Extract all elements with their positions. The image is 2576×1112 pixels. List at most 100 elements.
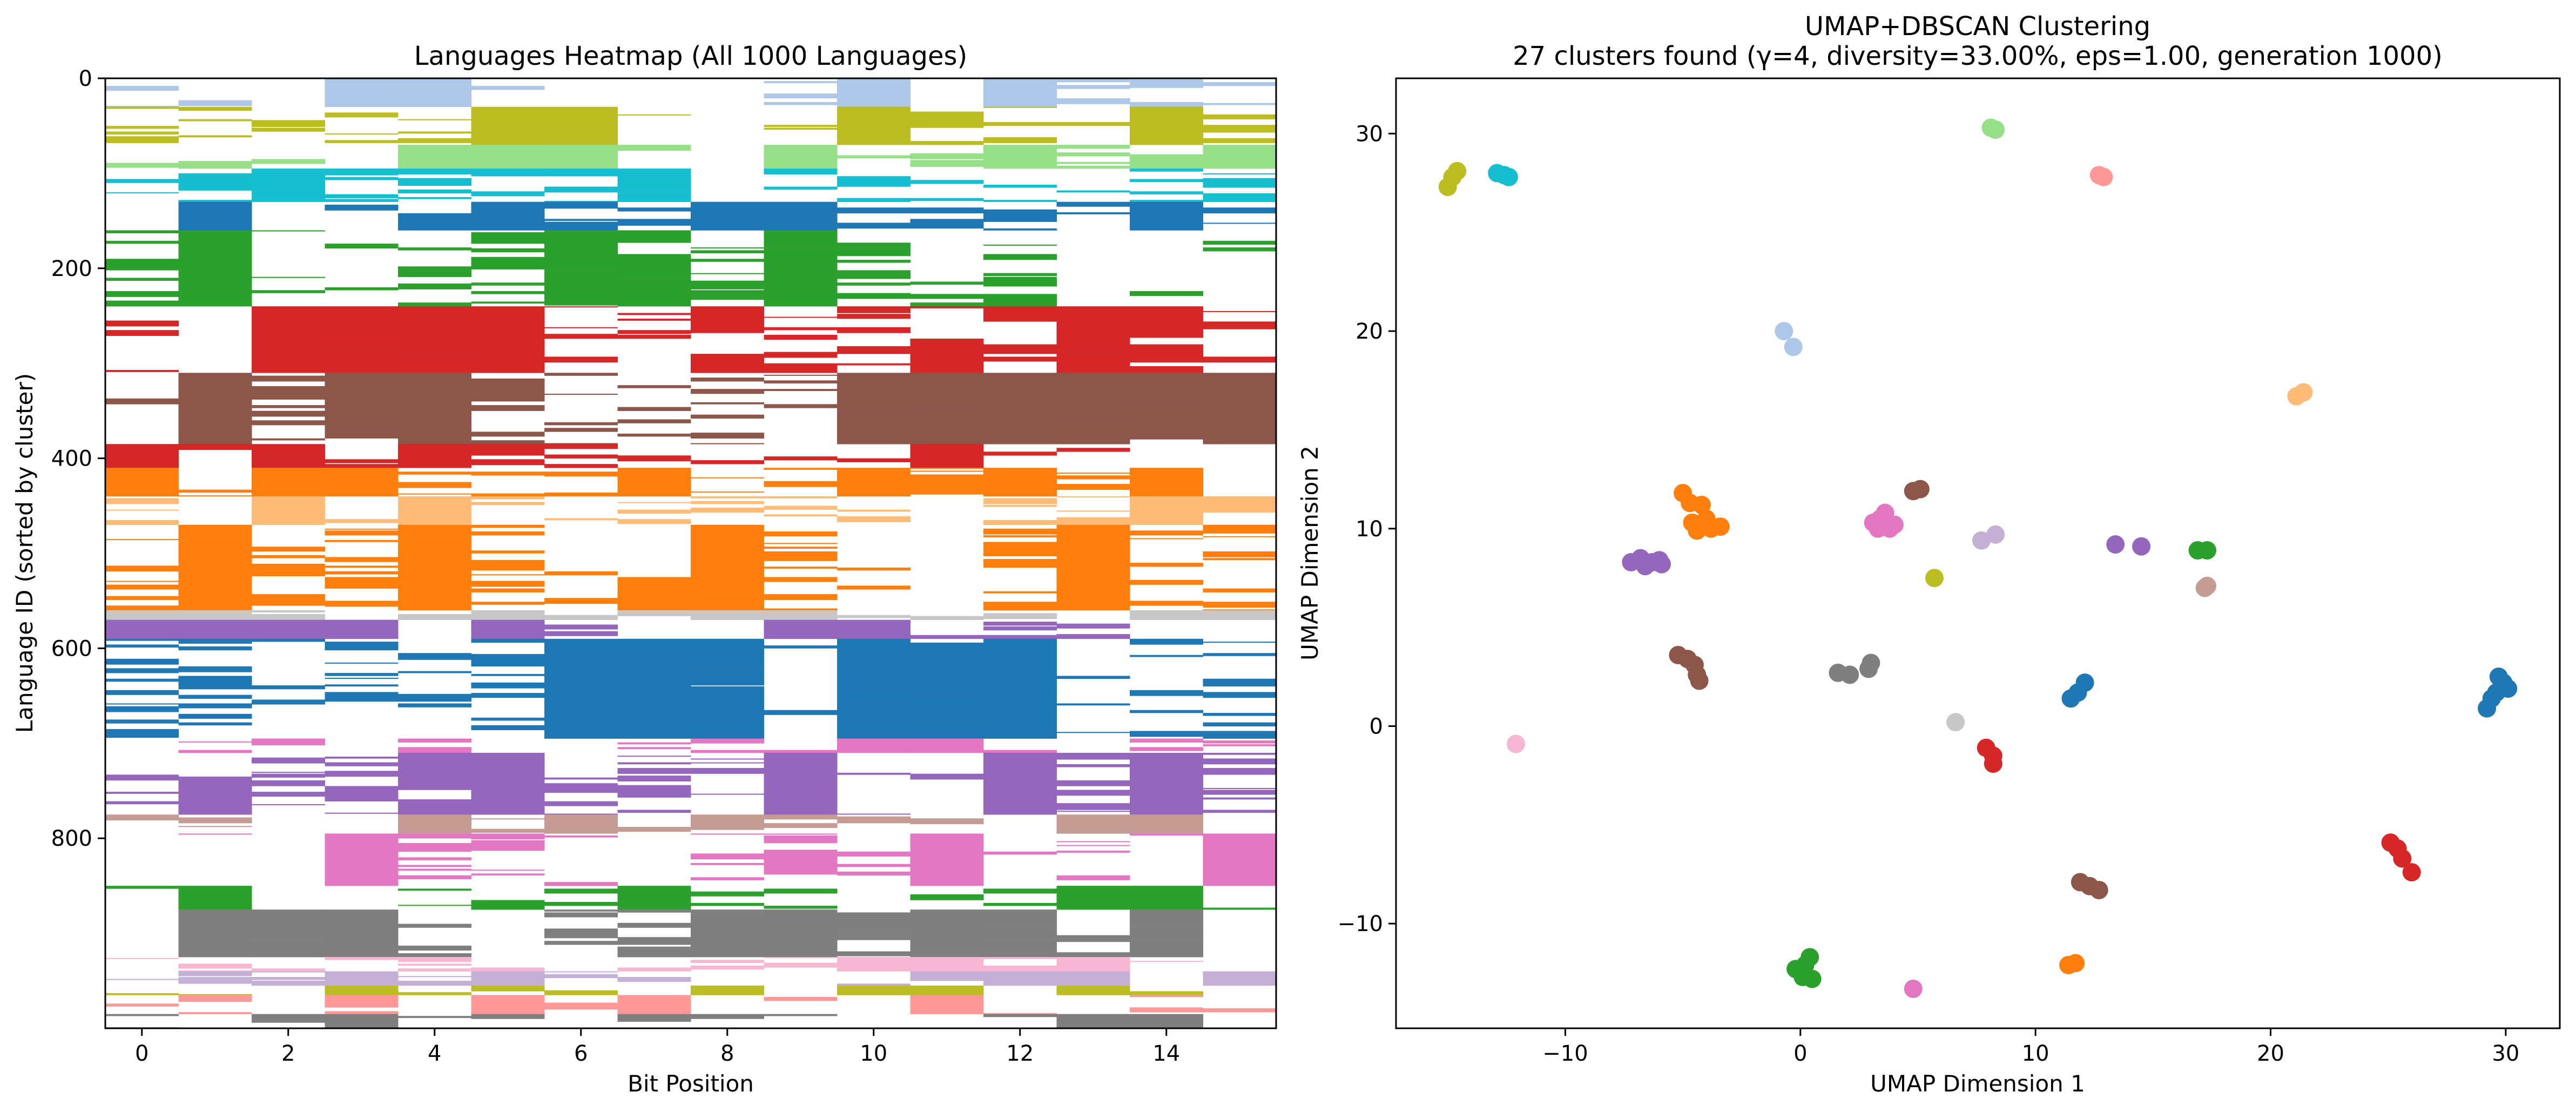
heatmap-cell	[1130, 193, 1203, 194]
heatmap-cell	[325, 519, 399, 523]
heatmap-cell	[544, 928, 618, 931]
heatmap-cell	[910, 444, 984, 446]
scatter-x-tick-label: 10	[2022, 1041, 2049, 1066]
heatmap-cell	[617, 771, 691, 774]
heatmap-cell	[398, 355, 471, 373]
heatmap-cell	[1056, 752, 1130, 757]
heatmap-cell	[105, 669, 179, 673]
heatmap-cell	[471, 174, 545, 177]
heatmap-cell	[544, 902, 618, 906]
heatmap-cell	[691, 290, 764, 295]
heatmap-cell	[544, 428, 618, 430]
heatmap-cell	[252, 594, 325, 596]
heatmap-cell	[471, 232, 545, 238]
heatmap-cell	[983, 419, 1057, 444]
heatmap-cell	[1203, 207, 1276, 214]
heatmap-cell	[1056, 814, 1130, 834]
heatmap-cell	[325, 909, 399, 939]
heatmap-cell	[910, 210, 984, 214]
heatmap-cell	[983, 971, 1057, 986]
heatmap-cell	[544, 443, 618, 444]
heatmap-cell	[764, 750, 838, 752]
heatmap-cell	[544, 932, 618, 934]
heatmap-cell	[910, 141, 984, 145]
heatmap-cell	[764, 145, 838, 149]
heatmap-band	[105, 886, 1276, 910]
heatmap-cell	[544, 624, 618, 630]
heatmap-cell	[1203, 311, 1276, 313]
heatmap-cell	[983, 217, 1057, 221]
heatmap-cell	[471, 900, 545, 905]
heatmap-cell	[910, 369, 984, 373]
heatmap-cell	[837, 951, 911, 956]
heatmap-cell	[178, 979, 252, 984]
heatmap-cell	[837, 912, 911, 919]
scatter-y-tick-label: 10	[1356, 517, 1383, 542]
heatmap-cell	[471, 315, 545, 349]
heatmap-cell	[1203, 247, 1276, 252]
heatmap-cell	[910, 926, 984, 952]
scatter-point	[1636, 557, 1655, 576]
scatter-point	[2066, 954, 2085, 973]
heatmap-cell	[983, 344, 1057, 347]
heatmap-cell	[617, 886, 691, 898]
heatmap-cell	[105, 638, 179, 641]
heatmap-cell	[105, 520, 179, 522]
scatter-point	[1803, 969, 1822, 988]
heatmap-cell	[983, 638, 1057, 671]
heatmap-cell	[178, 1012, 252, 1014]
heatmap-cell	[471, 840, 545, 845]
heatmap-cell	[178, 282, 252, 307]
heatmap-cell	[471, 1014, 545, 1019]
heatmap-cell	[471, 560, 545, 565]
scatter-x-tick-label: 0	[1793, 1041, 1807, 1066]
heatmap-cell	[471, 155, 545, 169]
heatmap-cell	[617, 747, 691, 750]
heatmap-cell	[105, 278, 179, 281]
heatmap-cell	[764, 186, 838, 190]
heatmap-cell	[1130, 909, 1203, 926]
heatmap-cell	[544, 112, 618, 139]
heatmap-cell	[252, 466, 325, 468]
heatmap-cell	[105, 141, 179, 143]
heatmap-cell	[691, 286, 764, 289]
heatmap-cell	[105, 303, 179, 307]
heatmap-cell	[1203, 529, 1276, 534]
heatmap-cell	[983, 965, 1057, 971]
heatmap-cell	[325, 1011, 399, 1014]
heatmap-cell	[1203, 223, 1276, 224]
heatmap-cell	[1130, 344, 1203, 363]
heatmap-cell	[178, 173, 252, 178]
heatmap-cell	[837, 677, 911, 691]
heatmap-cell	[910, 985, 984, 993]
heatmap-cell	[325, 833, 399, 853]
heatmap-cell	[1203, 609, 1276, 611]
heatmap-cell	[983, 671, 1057, 672]
heatmap-cell	[252, 169, 325, 198]
heatmap-cell	[617, 230, 691, 238]
heatmap-cell	[178, 777, 252, 811]
heatmap-cell	[105, 658, 179, 663]
heatmap-cell	[544, 492, 618, 495]
heatmap-cell	[252, 277, 325, 278]
heatmap-cell	[837, 816, 911, 821]
heatmap-cell	[837, 616, 911, 618]
heatmap-cell	[471, 301, 545, 304]
heatmap-cell	[837, 957, 911, 970]
heatmap-cell	[764, 247, 838, 251]
heatmap-cell	[910, 306, 984, 308]
heatmap-cell	[105, 774, 179, 778]
heatmap-cell	[398, 197, 471, 199]
heatmap-cell	[105, 979, 179, 980]
heatmap-cell	[1130, 82, 1203, 88]
heatmap-cell	[1056, 811, 1130, 812]
heatmap-cell	[178, 826, 252, 827]
heatmap-cell	[983, 346, 1057, 351]
heatmap-cell	[398, 540, 471, 542]
heatmap-cell	[1130, 941, 1203, 947]
heatmap-cell	[691, 828, 764, 830]
heatmap-cell	[252, 968, 325, 972]
heatmap-cell	[764, 149, 838, 169]
scatter-point	[2075, 673, 2094, 692]
heatmap-cell	[983, 970, 1057, 972]
